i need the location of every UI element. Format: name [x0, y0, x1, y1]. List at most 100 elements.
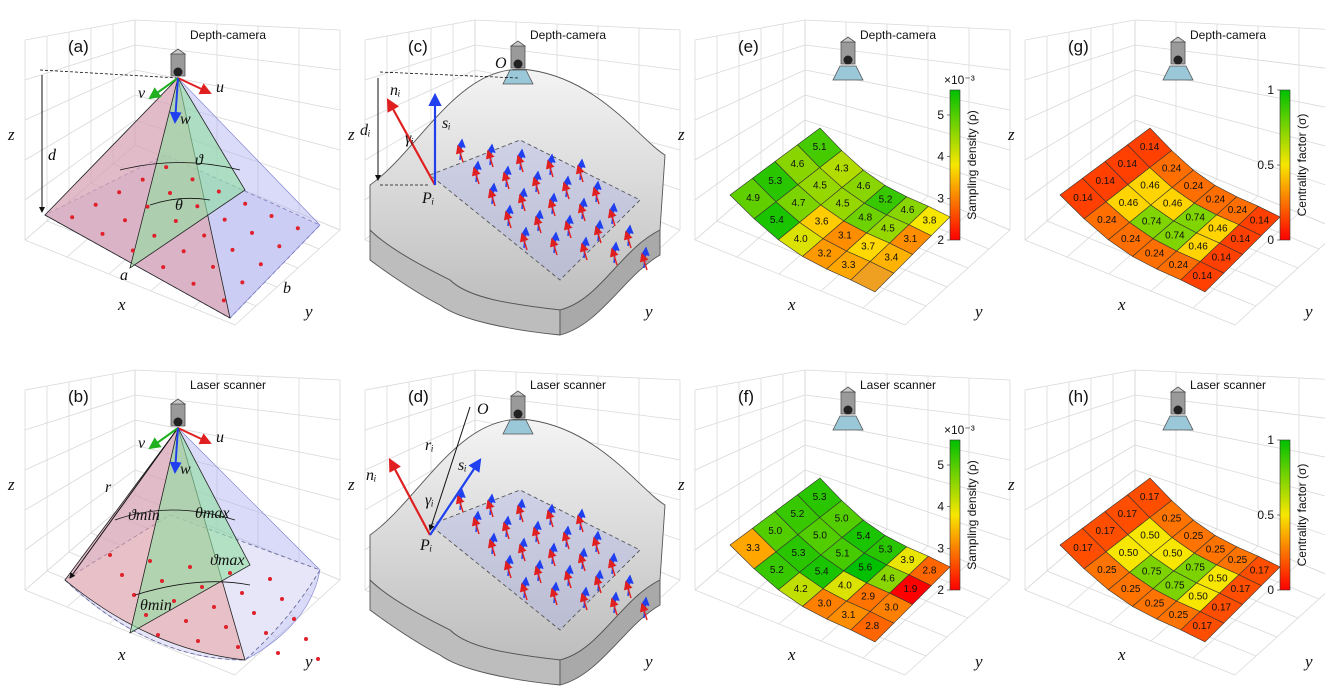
depth-camera-icon	[1169, 36, 1187, 65]
z-axis-label: z	[7, 125, 15, 144]
heatmap-surface: 0.170.250.250.250.250.170.170.500.750.75…	[1059, 477, 1281, 643]
cell-value: 5.4	[857, 531, 871, 542]
cell-value: 5.1	[813, 142, 827, 153]
cell-value: 0.24	[1169, 260, 1189, 271]
sample-point	[108, 553, 112, 557]
device-label: Laser scanner	[860, 378, 936, 392]
normal-vector	[519, 232, 529, 251]
cell-value: 0.25	[1162, 513, 1182, 524]
normal-vector	[561, 531, 571, 550]
cell-value: 4.6	[901, 205, 915, 216]
sample-point	[181, 249, 186, 254]
normal-vector	[593, 225, 603, 244]
u-axis-arrow	[177, 77, 212, 95]
normal-vector	[515, 504, 525, 523]
z-axis-label: z	[677, 475, 685, 494]
symbol-O: O	[477, 401, 489, 418]
cell-value: 0.50	[1119, 548, 1139, 559]
terrain-side-right	[559, 579, 661, 686]
sample-point	[222, 217, 227, 222]
colorbar-tick: 0	[1267, 233, 1274, 247]
sample-point	[212, 605, 216, 609]
symbol-theta-max-h: ϑmax	[210, 552, 245, 569]
symbol-P: Pᵢ	[421, 190, 434, 207]
cell-value: 5.0	[835, 513, 849, 524]
normal-vector	[501, 521, 511, 540]
sample-point	[258, 262, 263, 267]
cell-value: 0.14	[1140, 142, 1160, 153]
y-axis-label: y	[1303, 302, 1313, 321]
normal-vector	[607, 558, 617, 577]
cell-value: 0.14	[1073, 193, 1093, 204]
cell-value: 0.14	[1231, 234, 1251, 245]
sample-point	[145, 204, 150, 209]
range-arrow	[428, 406, 471, 531]
cell-value: 0.46	[1208, 223, 1228, 234]
cell-value: 0.75	[1185, 563, 1205, 574]
colorbar-tick: 1	[1267, 83, 1274, 97]
z-axis-label: z	[7, 475, 15, 494]
symbol-theta-min-h: ϑmin	[128, 507, 160, 524]
normal-vector	[639, 602, 649, 621]
laser-scanner-icon	[509, 390, 527, 419]
colorbar-tick: 0	[1267, 583, 1274, 597]
cell-value: 0.24	[1162, 163, 1182, 174]
y-axis-label: y	[643, 302, 653, 321]
cell-value: 0.25	[1228, 555, 1248, 566]
cell-value: 4.0	[794, 234, 808, 245]
colorbar-multiplier: ×10⁻³	[944, 423, 975, 437]
cell-value: 4.5	[881, 223, 895, 234]
normal-vector	[487, 188, 497, 207]
cell-value: 5.2	[879, 195, 893, 206]
colorbar-tick: 0.5	[1257, 508, 1274, 522]
symbol-v: v	[138, 435, 146, 452]
panel-d: (d)Laser scannerzxyOrᵢnᵢγᵢsᵢPᵢ	[347, 369, 681, 686]
x-axis-label: x	[787, 295, 796, 314]
symbol-n: nᵢ	[366, 467, 377, 484]
symbol-u: u	[216, 79, 224, 96]
cell-value: 4.0	[838, 580, 852, 591]
cell-value: 3.1	[838, 230, 852, 241]
symbol-gamma: γᵢ	[405, 130, 414, 147]
sample-point	[202, 233, 207, 238]
cell-value: 0.25	[1184, 531, 1204, 542]
cell-value: 4.5	[813, 181, 827, 192]
v-axis-arrow	[148, 427, 179, 450]
normal-vector	[561, 181, 571, 200]
x-axis-label: x	[117, 645, 126, 664]
panel-label: (d)	[408, 387, 429, 406]
sample-point	[269, 213, 274, 218]
y-axis-label: y	[643, 652, 653, 671]
normal-vector	[455, 494, 465, 513]
normal-vector	[471, 516, 481, 535]
cell-value: 0.17	[1250, 565, 1270, 576]
terrain-side-right	[559, 229, 661, 336]
normal-vector	[501, 171, 511, 190]
cell-value: 0.46	[1163, 199, 1183, 210]
sample-point	[268, 577, 272, 581]
cell-value: 1.9	[903, 584, 917, 595]
sample-point	[160, 579, 164, 583]
normal-vector	[545, 509, 555, 528]
cell-value: 0.24	[1184, 181, 1204, 192]
colorbar-tick: 2	[937, 583, 944, 597]
symbol-theta-min-v: θmin	[140, 597, 172, 614]
sample-point	[195, 204, 200, 209]
colorbar-tick: 3	[937, 541, 944, 555]
sample-point	[216, 189, 221, 194]
sample-point	[184, 619, 188, 623]
normal-arrow	[388, 458, 431, 536]
sample-point	[123, 218, 127, 223]
y-axis-label: y	[303, 302, 313, 321]
z-axis-label: z	[347, 125, 355, 144]
cell-value: 5.4	[770, 215, 784, 226]
sample-point	[120, 573, 124, 577]
cell-value: 4.6	[790, 159, 804, 170]
cell-value: 0.14	[1193, 271, 1213, 282]
cell-value: 0.17	[1231, 584, 1251, 595]
cell-value: 4.2	[794, 584, 808, 595]
cell-value: 0.14	[1250, 215, 1270, 226]
cell-value: 3.0	[818, 598, 832, 609]
sample-point	[156, 633, 160, 637]
normal-vector	[593, 575, 603, 594]
